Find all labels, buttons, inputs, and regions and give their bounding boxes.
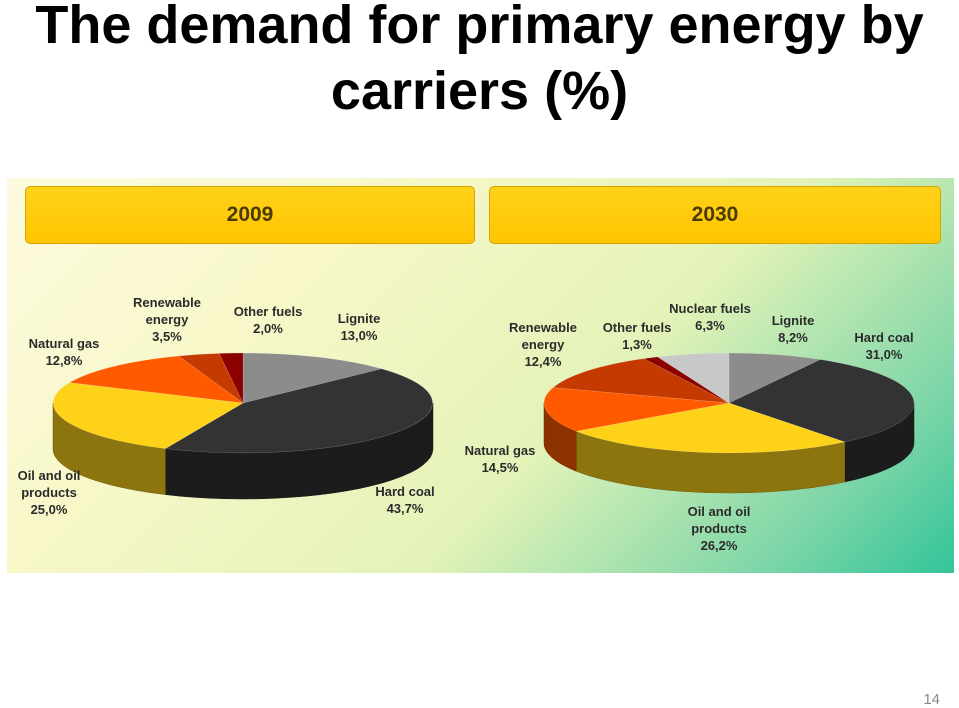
pie-2030-slice-hard-coal [728, 359, 915, 443]
pie-2030-slice-oil-and-oil-products [575, 402, 846, 454]
pie-2009-slice-natural-gas [68, 355, 244, 404]
pie-chart-figure: 2009 2030 Lignite 13,0% Hard coal 43,7% Oil … [7, 178, 954, 573]
pie-2009-slice-oil-and-oil-products [52, 382, 244, 449]
pie-2009-slice-hard-coal [164, 368, 433, 454]
pie-2030-slice-natural-gas [543, 387, 730, 432]
pie-2009-label-lignite: Lignite 13,0% [338, 311, 381, 343]
pie-2030-label-oil-and-oil-products: Oil and oil products 26,2% [688, 504, 751, 553]
pie-2009-side-oil-and-oil-products [52, 402, 166, 495]
slide-title: The demand for primary energy by carrier… [0, 0, 959, 124]
title-line-1: The demand for primary energy by [35, 0, 924, 55]
pie-2009-label-renewable-energy: Renewable energy 3,5% [133, 295, 201, 344]
pie-2030-slice-nuclear-fuels [656, 352, 730, 404]
year-banner-2009: 2009 [25, 186, 475, 244]
pie-2030-label-natural-gas: Natural gas 14,5% [465, 443, 536, 475]
pie-2030-slice-other-fuels [643, 356, 730, 404]
pie-2009-label-hard-coal: Hard coal 43,7% [375, 484, 434, 516]
year-banner-2030: 2030 [489, 186, 941, 244]
pie-2030-label-hard-coal: Hard coal 31,0% [854, 330, 913, 362]
pie-2009-label-oil-and-oil-products: Oil and oil products 25,0% [18, 468, 81, 517]
pie-2030-slice-renewable-energy [552, 358, 730, 404]
pie-2030-label-lignite: Lignite 8,2% [772, 313, 815, 345]
year-label-2009: 2009 [226, 203, 274, 226]
pie-charts: Lignite 13,0% Hard coal 43,7% Oil and oil pro… [18, 295, 915, 553]
pie-2009-label-natural-gas: Natural gas 12,8% [29, 336, 100, 368]
pie-2009-slice-other-fuels [218, 352, 244, 404]
pie-2009-label-other-fuels: Other fuels 2,0% [234, 304, 303, 336]
pie-2030-label-renewable-energy: Renewable energy 12,4% [509, 320, 577, 369]
pie-2009-slice-lignite [242, 352, 383, 404]
pie-2030-label-nuclear-fuels: Nuclear fuels 6,3% [669, 301, 751, 333]
title-line-2: carriers (%) [330, 61, 629, 121]
pie-2030-slice-lignite [728, 352, 822, 404]
pie-2030-label-other-fuels: Other fuels 1,3% [603, 320, 672, 352]
pie-2009-slice-renewable-energy [177, 353, 244, 404]
year-label-2030: 2030 [691, 203, 739, 226]
page-number: 14 [923, 691, 940, 708]
